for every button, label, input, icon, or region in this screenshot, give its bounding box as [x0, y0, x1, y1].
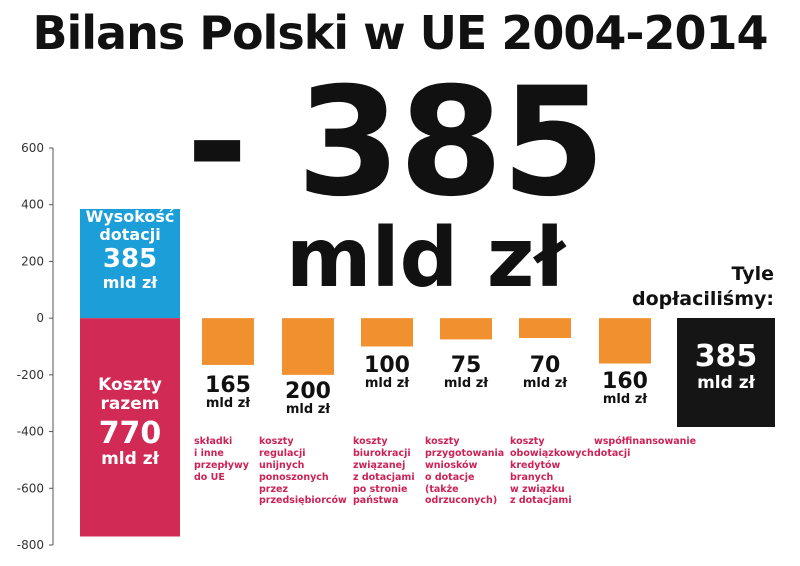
headline-unit: mld zł: [286, 211, 565, 306]
component-bar: [599, 318, 651, 364]
subsidy-value: 385: [102, 244, 158, 275]
subsidy-label: Wysokość dotacji 385 mld zł: [80, 208, 180, 291]
component-bar: [519, 318, 571, 338]
y-tick-label: 0: [36, 311, 44, 325]
total-costs-label-line1: Koszty: [98, 375, 162, 395]
balance-label: Tyle dopłaciliśmy:: [632, 262, 774, 311]
component-bar: [282, 318, 334, 375]
component-unit: mld zł: [205, 396, 251, 412]
balance-unit: mld zł: [697, 373, 755, 393]
balance-label-line2: dopłaciliśmy:: [631, 287, 774, 310]
component-description: składki i inne przepływy do UE: [194, 436, 249, 483]
balance-value: 385: [694, 339, 758, 374]
y-tick-label: -200: [17, 368, 44, 382]
component-value: 160: [602, 369, 648, 394]
component-description: koszty obowiązkowych kredytów branych w …: [510, 436, 594, 507]
bars: [80, 208, 651, 537]
component-value-label: 100 mld zł: [355, 354, 419, 391]
chart-title: Bilans Polski w UE 2004-2014: [32, 6, 768, 60]
subsidy-bar: [80, 208, 180, 319]
component-bar: [202, 318, 254, 365]
component-unit: mld zł: [602, 392, 648, 408]
total-costs-bar: [80, 318, 180, 537]
subsidy-label-line1: Wysokość: [85, 207, 175, 226]
y-tick-label: -800: [17, 538, 44, 552]
component-unit: mld zł: [522, 376, 568, 392]
component-value: 165: [205, 373, 251, 398]
y-tick-label: -600: [17, 481, 44, 495]
component-bar: [440, 318, 492, 340]
component-value: 200: [285, 379, 331, 404]
component-value: 70: [529, 353, 561, 378]
y-tick-label: 400: [21, 198, 44, 212]
total-costs-unit: mld zł: [101, 449, 159, 470]
component-unit: mld zł: [364, 376, 410, 392]
component-value-label: 165 mld zł: [196, 374, 260, 411]
component-value-label: 200 mld zł: [276, 380, 340, 417]
y-axis: 600 400 200 0 -200 -400 -600 -800: [17, 141, 54, 552]
component-value: 75: [450, 353, 482, 378]
y-tick-label: 200: [21, 254, 44, 268]
total-costs-label-line2: razem: [100, 393, 160, 414]
headline-value: - 385: [186, 56, 606, 230]
component-description: współfinansowanie dotacji: [594, 436, 697, 459]
y-tick-label: -400: [17, 425, 44, 439]
y-tick-label: 600: [21, 141, 44, 155]
component-value: 100: [364, 353, 410, 378]
balance-box: 385 mld zł: [677, 318, 775, 427]
subsidy-label-line2: dotacji: [99, 224, 161, 244]
component-unit: mld zł: [285, 402, 331, 418]
component-bar: [361, 318, 413, 347]
component-value-label: 70 mld zł: [513, 354, 577, 391]
balance-label-line1: Tyle: [731, 263, 775, 285]
component-value-label: 160 mld zł: [593, 370, 657, 407]
component-description: koszty regulacji unijnych ponoszonych pr…: [259, 436, 347, 507]
component-description: koszty biurokracji związanej z dotacjami…: [353, 436, 415, 507]
subsidy-unit: mld zł: [102, 272, 158, 292]
total-costs-label: Koszty razem 770 mld zł: [80, 376, 180, 469]
total-costs-value: 770: [98, 416, 162, 452]
component-unit: mld zł: [443, 376, 489, 392]
component-value-label: 75 mld zł: [434, 354, 498, 391]
component-description: koszty przygotowania wniosków o dotacje …: [425, 436, 505, 507]
